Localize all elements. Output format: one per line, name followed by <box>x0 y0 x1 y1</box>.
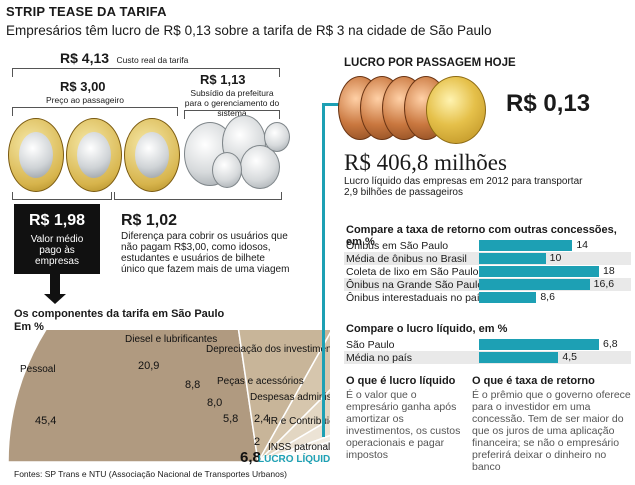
bar <box>479 352 559 363</box>
bar-row: Ônibus interestaduais no país 8,6 <box>344 291 631 304</box>
bar-row: Coleta de lixo em São Paulo 18 <box>344 265 631 278</box>
pie-category-label: Depreciação dos investimentos <box>206 344 330 355</box>
pie-category-label: Pessoal <box>20 364 56 375</box>
subsidy-value: R$ 1,13 <box>200 72 246 87</box>
profit-per-ticket: R$ 0,13 <box>506 90 591 117</box>
avg-label: Valor médio pago às empresas <box>30 234 84 267</box>
total-cost-label: Custo real da tarifa <box>116 55 189 65</box>
pie-slice <box>257 389 330 463</box>
subsidy-label: Subsídio da prefeitura para o gerenciame… <box>184 88 280 118</box>
source-note: Fontes: SP Trans e NTU (Associação Nacio… <box>14 469 287 479</box>
pie-slice <box>257 434 330 463</box>
profit-total-label: Lucro líquido das empresas em 2012 para … <box>344 176 583 198</box>
bar-category-label: Ônibus na Grande São Paulo <box>346 278 484 291</box>
profit-slice-label: LUCRO LÍQUIDO <box>258 452 330 465</box>
pie-value-label: 2 <box>254 436 260 448</box>
pie-category-label: Peças e acessórios <box>217 376 304 387</box>
return-definition-heading: O que é taxa de retorno <box>472 375 595 387</box>
down-arrow-head-icon <box>44 294 66 304</box>
bar-category-label: Média de ônibus no Brasil <box>346 252 467 265</box>
profit-chart-title: Compare o lucro líquido, em % <box>346 323 508 335</box>
bar-category-label: São Paulo <box>346 338 395 351</box>
pie-title: Os componentes da tarifa em São Paulo <box>14 308 225 320</box>
return-chart-title: Compare a taxa de retorno com outras con… <box>346 224 617 248</box>
bar-category-label: Média no país <box>346 351 412 364</box>
coin-silver-icon <box>212 152 242 188</box>
profit-definition-heading: O que é lucro líquido <box>346 375 456 387</box>
avg-bracket <box>12 192 112 200</box>
pie-slice <box>257 331 330 463</box>
bar-value-label: 10 <box>549 252 562 264</box>
bar-row: Ônibus na Grande São Paulo 16,6 <box>344 278 631 291</box>
passenger-bracket <box>12 107 178 116</box>
bar-category-label: Ônibus em São Paulo <box>346 239 449 252</box>
bar-row: Ônibus em São Paulo 14 <box>344 239 631 252</box>
diff-label: Diferença para cobrir os usuários que nã… <box>121 231 290 275</box>
avg-value-box: R$ 1,98 Valor médio pago às empresas <box>14 204 100 274</box>
pie-slice <box>7 330 259 463</box>
bar-value-label: 14 <box>576 239 589 251</box>
diff-bracket <box>114 192 282 200</box>
coin-silver-icon <box>240 145 280 189</box>
bar-row: Média no país 4,5 <box>344 351 631 364</box>
subsidy-bracket <box>184 110 280 119</box>
total-cost-value: R$ 4,13 <box>60 50 110 66</box>
coin-silver-icon <box>264 122 290 152</box>
profit-total: R$ 406,8 milhões <box>344 150 507 175</box>
diff-value: R$ 1,02 <box>121 212 178 229</box>
bar-category-label: Coleta de lixo em São Paulo <box>346 265 479 278</box>
bar <box>479 339 599 350</box>
pie-unit: Em % <box>14 321 44 333</box>
bar <box>479 292 537 303</box>
total-bracket <box>12 68 280 77</box>
bar-value-label: 8,6 <box>540 291 555 303</box>
bar-row: Média de ônibus no Brasil 10 <box>344 252 631 265</box>
bar-row: São Paulo 6,8 <box>344 338 631 351</box>
pie-value-label: 2,4 <box>254 413 269 425</box>
bar <box>479 240 573 251</box>
pie-category-label: Diesel e lubrificantes <box>125 334 217 345</box>
pie-category-label: INSS patronal <box>268 442 330 453</box>
net-profit-chart: São Paulo 6,8 Média no país 4,5 <box>344 338 631 364</box>
bar <box>479 279 590 290</box>
down-arrow-icon <box>50 274 60 296</box>
bar <box>479 253 546 264</box>
coin-one-real-icon <box>124 118 180 192</box>
connector-line-top <box>322 103 340 106</box>
passenger-price-value: R$ 3,00 <box>60 79 106 94</box>
coin-one-real-icon <box>8 118 64 192</box>
bar-value-label: 6,8 <box>603 338 618 350</box>
pie-slice <box>237 330 330 465</box>
profit-heading: LUCRO POR PASSAGEM HOJE <box>344 57 516 69</box>
pie-value-label: 45,4 <box>35 415 56 427</box>
return-rate-chart: Ônibus em São Paulo 14 Média de ônibus no … <box>344 239 631 304</box>
connector-line <box>322 103 325 437</box>
bar-value-label: 18 <box>603 265 615 277</box>
bar-value-label: 16,6 <box>593 278 615 290</box>
pie-value-label: 20,9 <box>138 360 159 372</box>
tariff-components-chart: 45,4 20,9 8,8 8,05,8 2,4 26,8 Pessoal Diesel e … <box>7 330 330 465</box>
pie-category-label: IR e Contribuição Social <box>268 416 330 427</box>
page-subtitle: Empresários têm lucro de R$ 0,13 sobre a… <box>6 23 492 38</box>
profit-definition-text: É o valor que o empresário ganha após am… <box>346 389 461 461</box>
avg-value: R$ 1,98 <box>28 212 86 229</box>
page-title: STRIP TEASE DA TARIFA <box>6 4 167 19</box>
coin-one-real-icon <box>66 118 122 192</box>
pie-category-label: Despesas administrativas <box>250 392 330 403</box>
pie-value-label: 8,8 <box>185 379 200 391</box>
pie-slice <box>257 440 330 463</box>
pie-value-label: 5,8 <box>223 413 238 425</box>
return-definition-text: É o prêmio que o governo oferece para o … <box>472 389 631 473</box>
pie-value-label: 6,8 <box>240 449 261 465</box>
coin-ten-cents-icon <box>426 76 486 144</box>
bar-category-label: Ônibus interestaduais no país <box>346 291 485 304</box>
total-cost-group: R$ 4,13 Custo real da tarifa <box>60 50 188 68</box>
bar-value-label: 4,5 <box>562 351 578 363</box>
pie-value-label: 8,0 <box>207 397 222 409</box>
bar <box>479 266 599 277</box>
pie-slice <box>257 445 330 463</box>
passenger-price-label: Preço ao passageiro <box>46 95 124 105</box>
